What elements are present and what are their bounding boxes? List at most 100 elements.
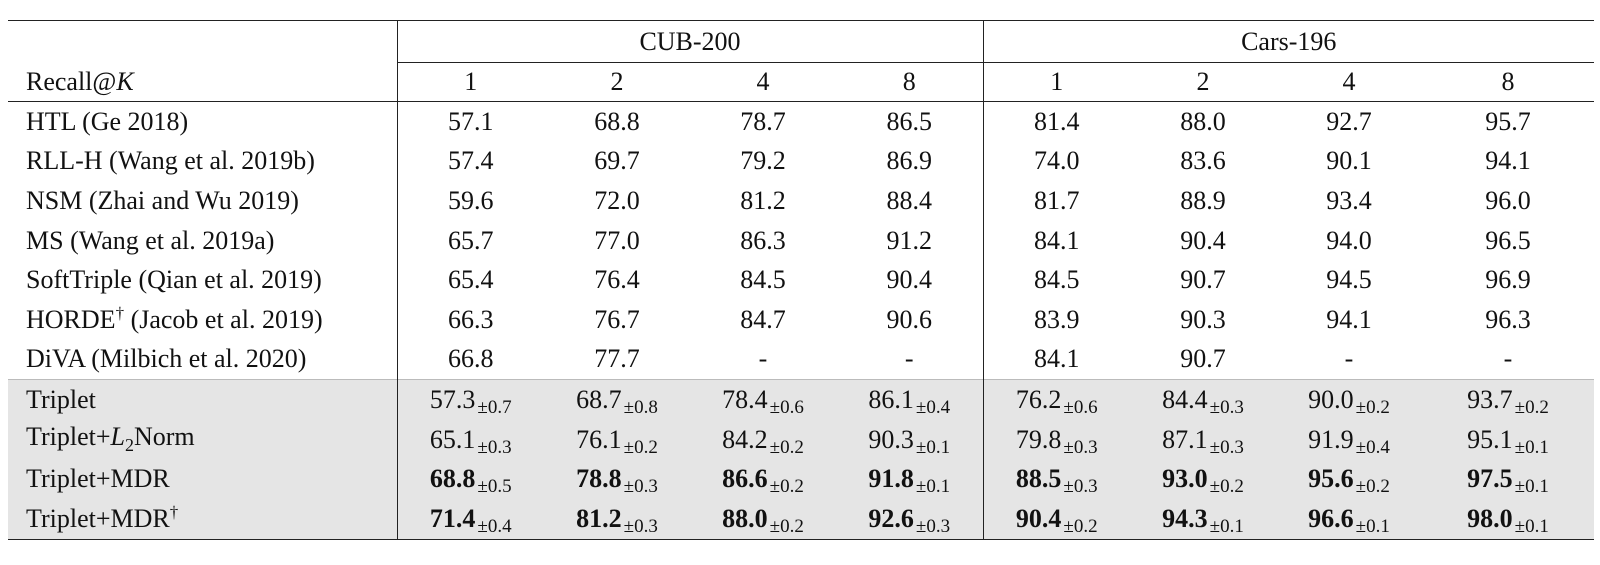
- value-main: 87.1: [1162, 424, 1208, 454]
- value-cell: 78.8 ±0.3: [544, 459, 690, 499]
- table-row: Triplet 57.3 ±0.7 68.7 ±0.8 78.4 ±0.6 86.1 ±0.4 7…: [8, 379, 1595, 420]
- value-main: 97.5: [1467, 464, 1513, 494]
- value-main: 86.6: [722, 464, 768, 494]
- value-main: 57.3: [429, 384, 476, 414]
- k-header: 1: [397, 62, 544, 102]
- value-cell: 84.1: [1034, 344, 1080, 374]
- value-std: ±0.2: [1355, 476, 1390, 498]
- k-header: 4: [690, 62, 836, 102]
- value-std: ±0.2: [1209, 476, 1244, 498]
- value-cell: 96.5: [1485, 225, 1531, 255]
- value-cell: 88.0 ±0.2: [690, 498, 836, 540]
- table-row: DiVA (Milbich et al. 2020) 66.8 77.7 - - 84.1…: [8, 339, 1594, 380]
- value-main: 88.5: [1015, 464, 1062, 494]
- value-main: 76.1: [576, 424, 622, 454]
- value-main: 84.2: [722, 424, 768, 454]
- value-cell: 83.6: [1180, 146, 1226, 176]
- table-row: Triplet+MDR 68.8 ±0.5 78.8 ±0.3 86.6 ±0.2 91.8 ±…: [8, 459, 1595, 499]
- value-std: ±0.4: [915, 396, 951, 418]
- value-cell: 96.0: [1485, 185, 1531, 215]
- value-cell: 86.5: [836, 101, 984, 142]
- value-cell: 76.1 ±0.2: [544, 419, 690, 460]
- value-cell: 96.3: [1485, 304, 1531, 334]
- value-cell: 81.2: [740, 185, 786, 215]
- k-header: 2: [544, 62, 690, 102]
- value-main: 92.6: [868, 503, 914, 533]
- table-row: Triplet+MDR† 71.4 ±0.4 81.2 ±0.3 88.0 ±0.2 92.6…: [8, 498, 1595, 540]
- value-cell: 94.3 ±0.1: [1130, 498, 1276, 540]
- k-header: 1: [983, 62, 1130, 102]
- value-main: 93.7: [1467, 384, 1513, 414]
- recall-at-k-label: Recall@K: [8, 62, 398, 102]
- value-cell: 77.0: [594, 225, 640, 255]
- group-header-cub: CUB-200: [397, 20, 984, 63]
- value-main: 78.4: [722, 384, 768, 414]
- value-cell: 59.6: [448, 185, 494, 215]
- value-std: ±0.3: [915, 515, 951, 537]
- method-subscript: 2: [124, 435, 134, 456]
- value-std: ±0.3: [477, 436, 512, 458]
- value-main: 71.4: [429, 503, 476, 533]
- method-name: Triplet+MDR†: [8, 498, 398, 540]
- value-cell: 65.1 ±0.3: [397, 419, 544, 460]
- method-name: SoftTriple (Qian et al. 2019): [8, 260, 398, 300]
- value-cell: -: [1344, 344, 1354, 374]
- method-name: NSM (Zhai and Wu 2019): [8, 181, 398, 221]
- value-cell: 65.4: [448, 265, 494, 295]
- value-cell: 81.2 ±0.3: [544, 498, 690, 540]
- value-cell: 96.6 ±0.1: [1276, 498, 1422, 540]
- value-cell: 91.2: [836, 220, 984, 261]
- value-main: 78.8: [576, 464, 622, 494]
- value-std: ±0.4: [1355, 436, 1390, 458]
- value-cell: 90.4: [836, 260, 984, 300]
- value-cell: 84.5: [740, 265, 786, 295]
- value-cell: 72.0: [594, 185, 640, 215]
- results-table: CUB-200 Cars-196 Recall@K 1 2 4 8 1 2 4 …: [8, 20, 1595, 540]
- value-cell: 95.1 ±0.1: [1422, 419, 1595, 460]
- value-cell: 76.7: [594, 304, 640, 334]
- table-row: HORDE† (Jacob et al. 2019) 66.3 76.7 84.7 90…: [8, 299, 1594, 340]
- value-cell: 79.2: [740, 146, 786, 176]
- value-main: 93.0: [1162, 464, 1208, 494]
- value-cell: 96.9: [1485, 265, 1531, 295]
- value-cell: 84.4 ±0.3: [1130, 379, 1276, 420]
- value-cell: 57.1: [448, 106, 494, 136]
- value-cell: 90.7: [1180, 344, 1226, 374]
- corner-cell: [8, 20, 398, 63]
- value-cell: 93.7 ±0.2: [1422, 379, 1595, 420]
- value-cell: -: [836, 339, 984, 380]
- value-std: ±0.1: [1209, 515, 1244, 537]
- value-cell: 84.5: [1034, 265, 1080, 295]
- value-std: ±0.2: [769, 436, 804, 458]
- value-std: ±0.3: [623, 476, 658, 498]
- value-std: ±0.2: [1355, 396, 1390, 418]
- value-cell: 94.1: [1485, 146, 1531, 176]
- value-std: ±0.3: [1063, 476, 1098, 498]
- value-cell: 78.4 ±0.6: [690, 379, 836, 420]
- value-main: 91.9: [1308, 424, 1354, 454]
- value-main: 90.4: [1015, 503, 1062, 533]
- value-cell: 78.7: [740, 106, 786, 136]
- value-cell: 84.2 ±0.2: [690, 419, 836, 460]
- value-std: ±0.2: [1514, 396, 1549, 418]
- value-cell: 76.4: [594, 265, 640, 295]
- value-std: ±0.2: [769, 476, 804, 498]
- value-main: 91.8: [868, 464, 914, 494]
- value-cell: 66.3: [448, 304, 494, 334]
- value-main: 79.8: [1015, 424, 1062, 454]
- table-row: SoftTriple (Qian et al. 2019) 65.4 76.4 84.…: [8, 260, 1594, 300]
- value-cell: 86.9: [836, 141, 984, 182]
- value-std: ±0.1: [1355, 515, 1390, 537]
- dagger-mark: †: [115, 303, 125, 323]
- value-cell: 93.0 ±0.2: [1130, 459, 1276, 499]
- k-header: 2: [1130, 62, 1276, 102]
- value-cell: 57.4: [448, 146, 494, 176]
- value-std: ±0.1: [915, 476, 951, 498]
- method-name: RLL-H (Wang et al. 2019b): [8, 141, 398, 182]
- value-cell: 90.3: [1180, 304, 1226, 334]
- value-cell: 81.4: [1034, 106, 1080, 136]
- value-cell: 84.1: [1034, 225, 1080, 255]
- value-main: 88.0: [722, 503, 768, 533]
- value-cell: 93.4: [1326, 185, 1372, 215]
- value-std: ±0.1: [915, 436, 951, 458]
